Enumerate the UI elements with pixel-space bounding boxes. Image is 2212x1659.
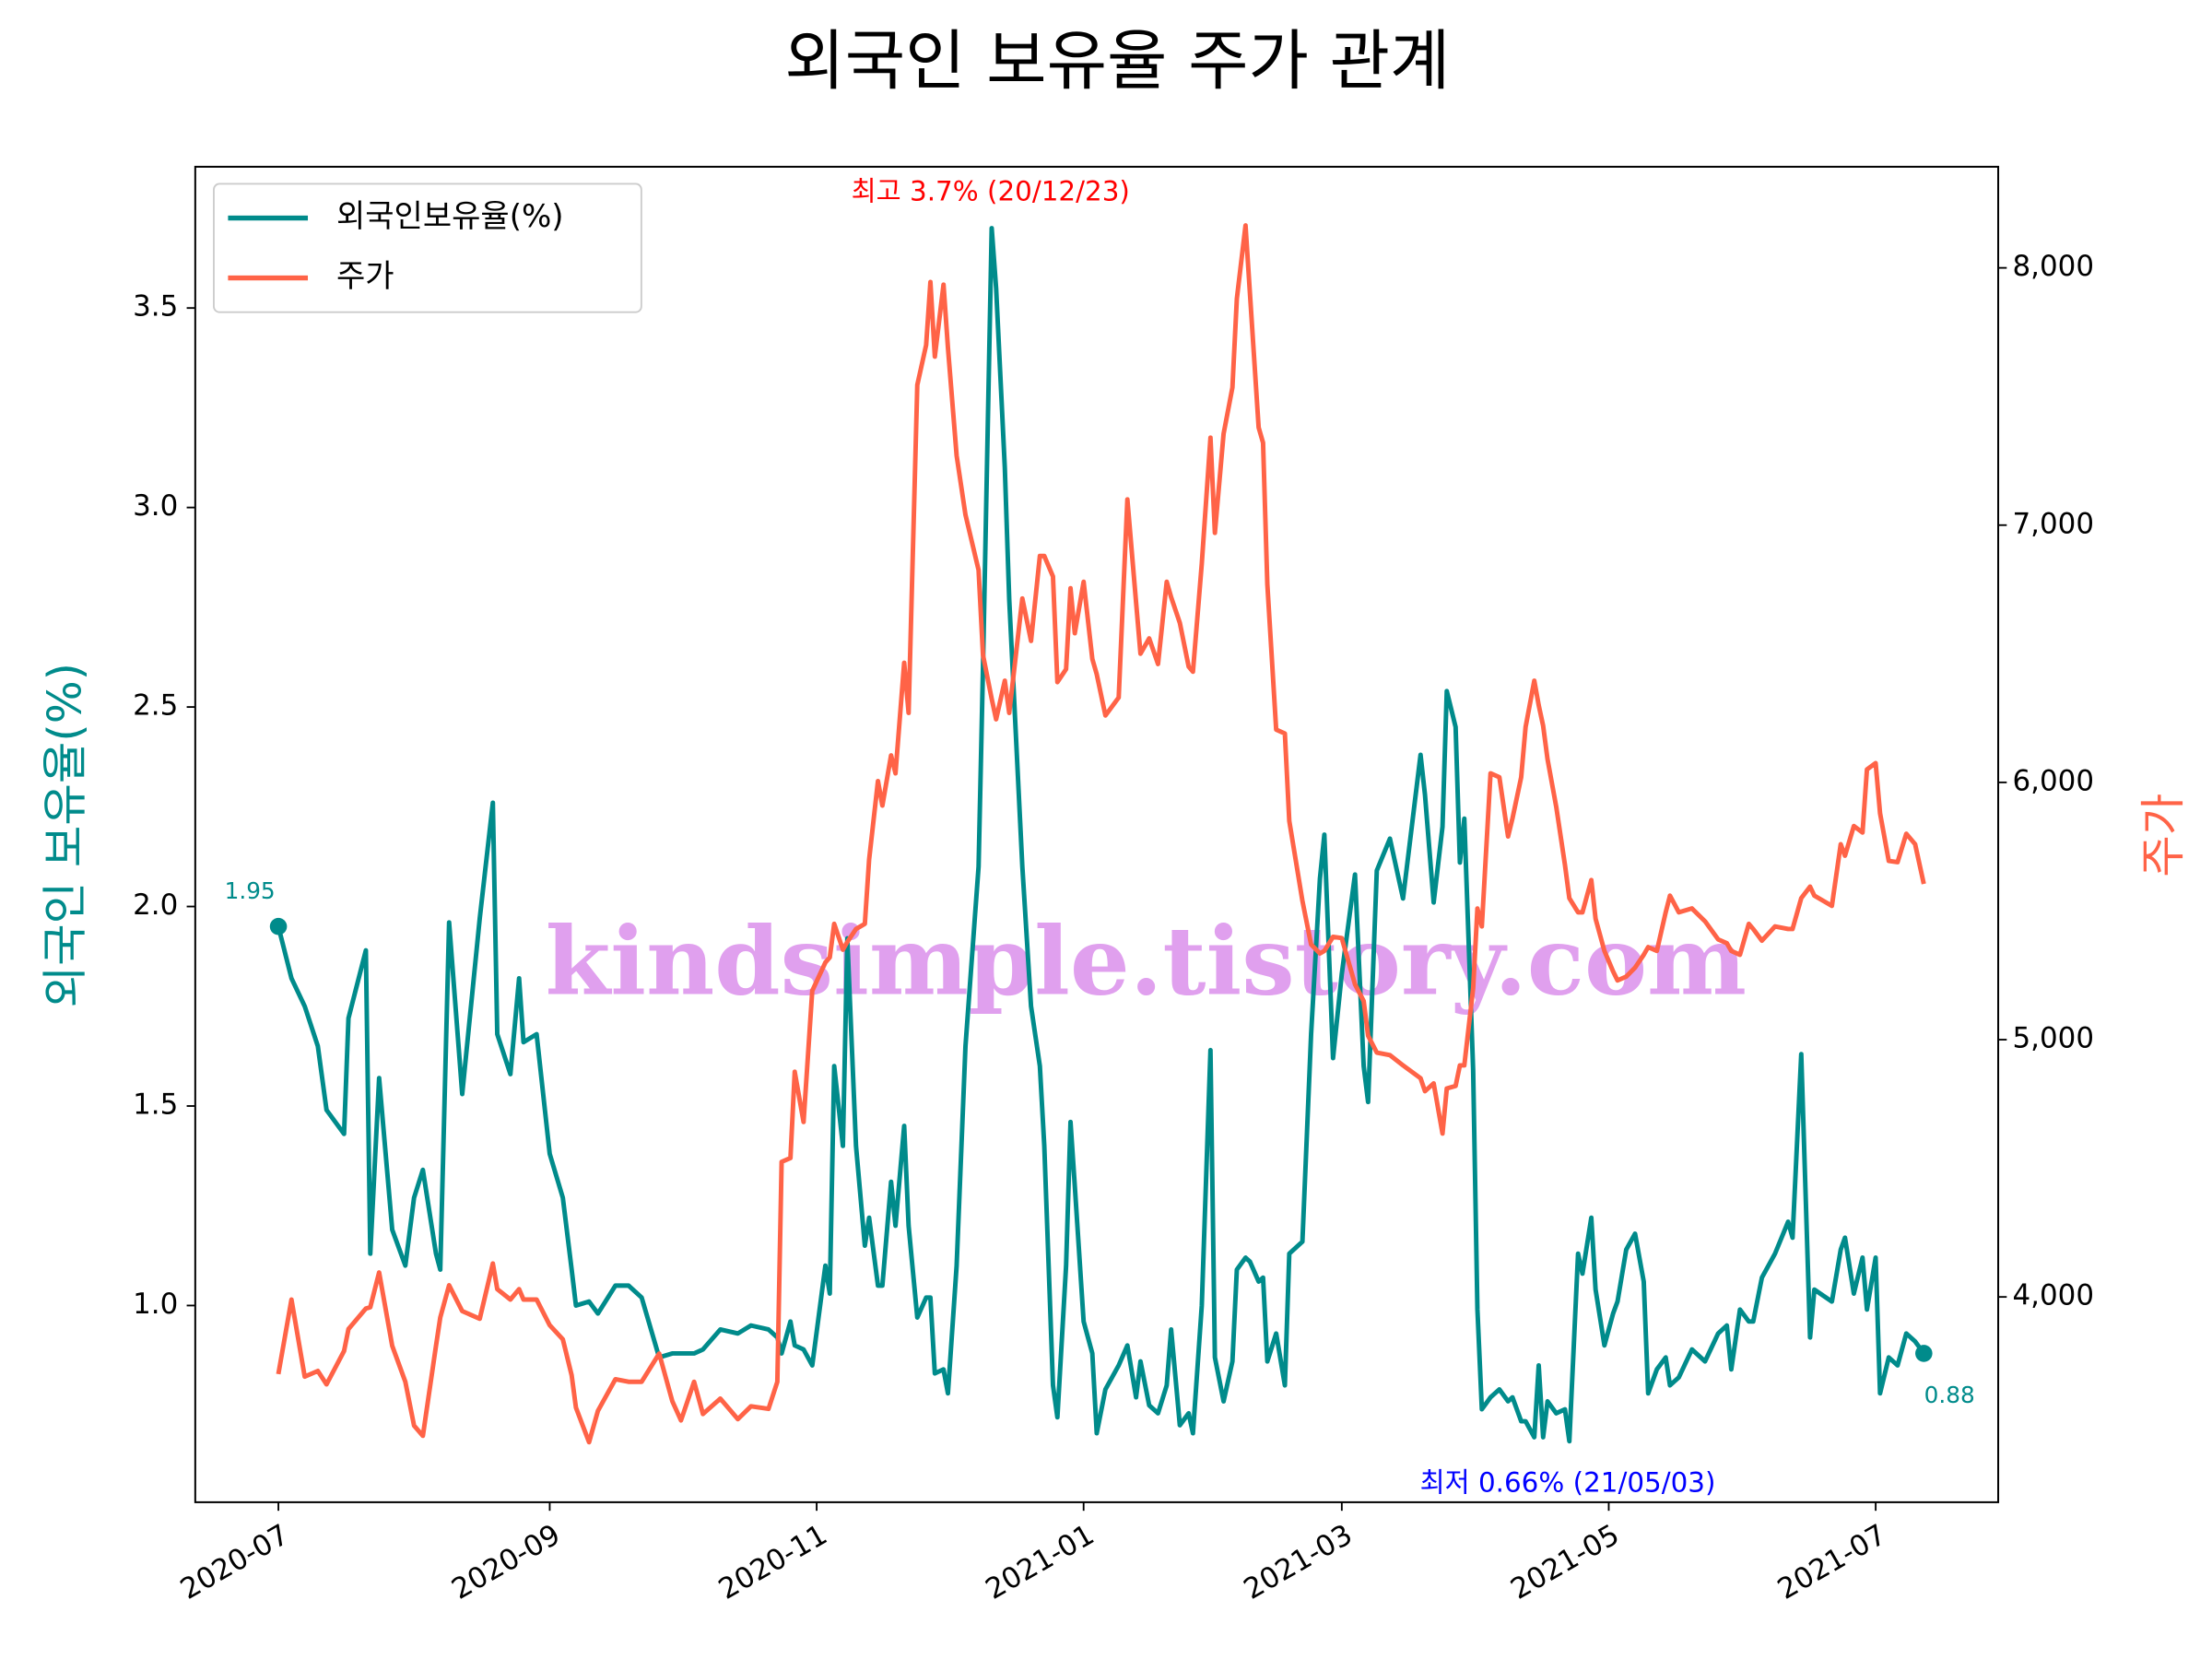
y-tick-label: 3.0 — [133, 489, 178, 523]
point-label: 1.95 — [225, 877, 276, 904]
chart-title: 외국인 보유율 주가 관계 — [784, 23, 1450, 100]
annotation: 최저 0.66% (21/05/03) — [1420, 1466, 1716, 1498]
y-tick-label: 3.5 — [133, 290, 178, 324]
legend-label: 외국인보유율(%) — [336, 198, 564, 235]
series-line — [276, 223, 1926, 1445]
y2-tick-label: 7,000 — [2013, 507, 2094, 540]
y-axis-label: 외국인 보유율(%) — [39, 663, 92, 1007]
legend-box — [213, 182, 642, 313]
plot-frame — [194, 165, 2000, 1503]
y-tick-label: 2.0 — [133, 888, 178, 922]
y-tick-label: 1.0 — [133, 1288, 178, 1321]
end-marker — [1915, 1345, 1933, 1362]
end-marker — [269, 917, 288, 935]
y-tick-label: 1.5 — [133, 1088, 178, 1122]
y-tick-label: 2.5 — [133, 689, 178, 723]
series-line — [276, 226, 1926, 1444]
y2-axis-label: 주가 — [2136, 794, 2190, 877]
y2-tick-label: 5,000 — [2013, 1022, 2094, 1055]
y2-tick-label: 6,000 — [2013, 764, 2094, 797]
y2-tick-label: 8,000 — [2013, 250, 2094, 283]
y2-tick-label: 4,000 — [2013, 1279, 2094, 1312]
annotation: 최고 3.7% (20/12/23) — [852, 175, 1130, 206]
point-label: 0.88 — [1924, 1382, 1975, 1408]
watermark: kindsimple.tistory.com — [546, 907, 1747, 1018]
legend-label: 주가 — [336, 258, 394, 295]
